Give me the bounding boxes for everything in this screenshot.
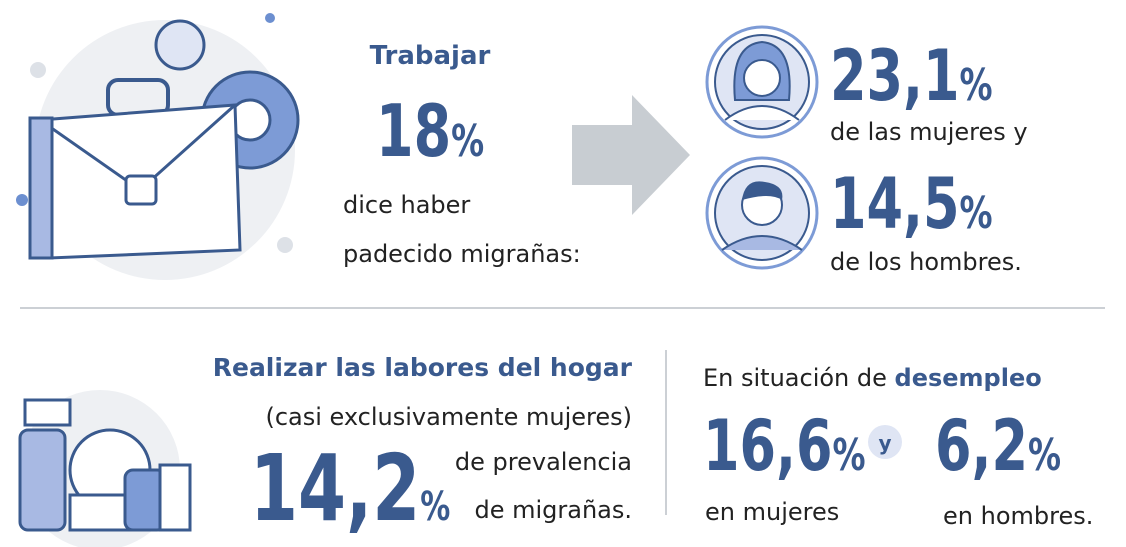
infographic: Trabajar 18% dice haber padecido migraña… xyxy=(0,0,1126,547)
stat: 23,1% xyxy=(830,36,993,117)
stat: 14,5% xyxy=(830,164,993,245)
stat: 6,2% xyxy=(935,406,1061,487)
heading-text: En situación de xyxy=(703,364,895,392)
caption: de los hombres. xyxy=(830,248,1022,276)
joiner: y xyxy=(878,431,891,455)
stat-number: 14,2 xyxy=(250,436,420,542)
heading: Trabajar xyxy=(370,41,491,71)
stat: 16,6% xyxy=(703,406,866,487)
caption: en mujeres xyxy=(705,498,839,526)
woman-avatar xyxy=(707,27,817,137)
caption: padecido migrañas: xyxy=(343,240,581,268)
stat-unit: % xyxy=(960,188,993,239)
heading-bold: desempleo xyxy=(895,364,1042,392)
stat: 18% xyxy=(376,90,484,174)
caption: dice haber xyxy=(343,191,470,219)
stat-number: 16,6 xyxy=(703,406,833,487)
caption: de prevalencia xyxy=(455,448,632,476)
stat: 14,2% xyxy=(250,436,450,542)
note: (casi exclusivamente mujeres) xyxy=(265,403,632,431)
stat-unit: % xyxy=(451,116,484,167)
stat-number: 18 xyxy=(376,90,451,174)
stat-unit: % xyxy=(1028,430,1061,481)
heading: En situación de desempleo xyxy=(703,364,1042,392)
cleaning-icon xyxy=(20,390,190,547)
caption: de las mujeres y xyxy=(830,118,1028,146)
stat-number: 23,1 xyxy=(830,36,960,117)
stat-number: 14,5 xyxy=(830,164,960,245)
arrow xyxy=(572,95,690,215)
briefcase-icon xyxy=(16,13,298,280)
man-avatar xyxy=(707,158,817,268)
stat-unit: % xyxy=(420,484,450,530)
stat-unit: % xyxy=(960,60,993,111)
stat-unit: % xyxy=(833,430,866,481)
caption: de migrañas. xyxy=(474,496,632,524)
heading: Realizar las labores del hogar xyxy=(213,353,633,382)
stat-number: 6,2 xyxy=(935,406,1028,487)
caption: en hombres. xyxy=(943,502,1093,530)
